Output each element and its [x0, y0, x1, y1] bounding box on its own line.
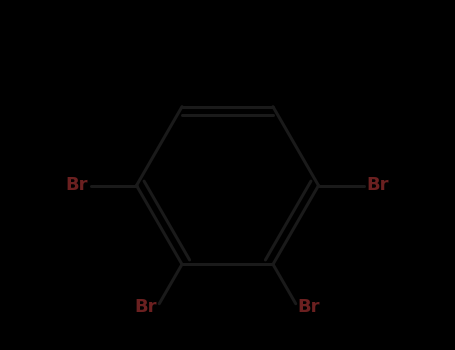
- Text: Br: Br: [298, 298, 320, 315]
- Text: Br: Br: [66, 176, 88, 195]
- Text: Br: Br: [367, 176, 389, 195]
- Text: Br: Br: [135, 298, 157, 315]
